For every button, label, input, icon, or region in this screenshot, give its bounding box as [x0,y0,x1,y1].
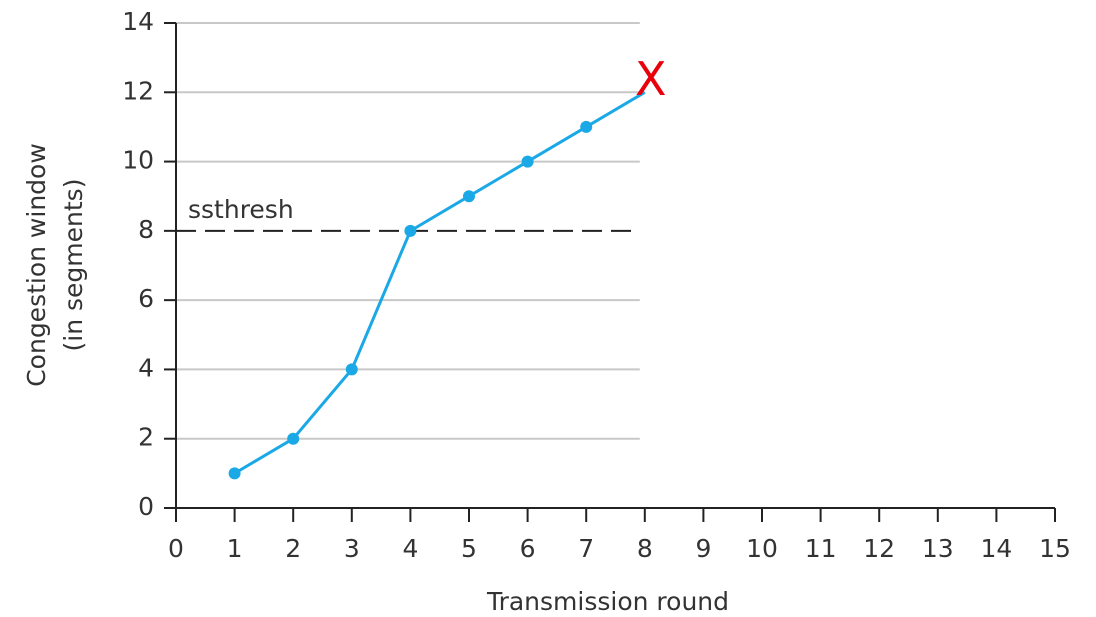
y-tick-label: 6 [138,284,154,313]
y-tick-label: 2 [138,423,154,452]
x-tick-label: 7 [578,534,594,563]
x-tick-label: 2 [285,534,301,563]
x-tick-label: 12 [863,534,895,563]
threshold-label: ssthresh [188,195,294,224]
y-tick-label: 8 [138,215,154,244]
x-tick-label: 5 [461,534,477,563]
y-tick-label: 0 [138,492,154,521]
x-tick-label: 11 [805,534,837,563]
y-axis-label-line: Congestion window [22,143,51,387]
y-tick-label: 12 [122,76,154,105]
series-line [233,90,646,475]
y-tick-label: 14 [122,7,154,36]
x-axis-label: Transmission round [486,587,729,616]
x-tick-label: 6 [520,534,536,563]
x-tick-label: 10 [746,534,778,563]
x-tick-label: 9 [695,534,711,563]
point [287,432,300,445]
point [228,467,241,480]
annotation: X [635,52,667,106]
point [463,190,475,203]
x-tick-label: 13 [922,534,954,563]
point [580,120,593,133]
y-axis-label-line: (in segments) [59,179,88,352]
x-tick-label: 1 [227,534,243,563]
x-tick-label: 15 [1039,534,1071,563]
point [521,155,534,168]
x-tick-label: 0 [168,534,184,563]
y-tick-label: 4 [138,353,154,382]
point [345,363,358,376]
point [404,224,417,237]
x-tick-label: 8 [637,534,653,563]
x-tick-label: 14 [980,534,1012,563]
x-tick-label: 4 [402,534,418,563]
x-tick-label: 3 [344,534,360,563]
y-tick-label: 10 [122,146,154,175]
y-axis-label: Congestion window (in segments) [22,143,88,387]
